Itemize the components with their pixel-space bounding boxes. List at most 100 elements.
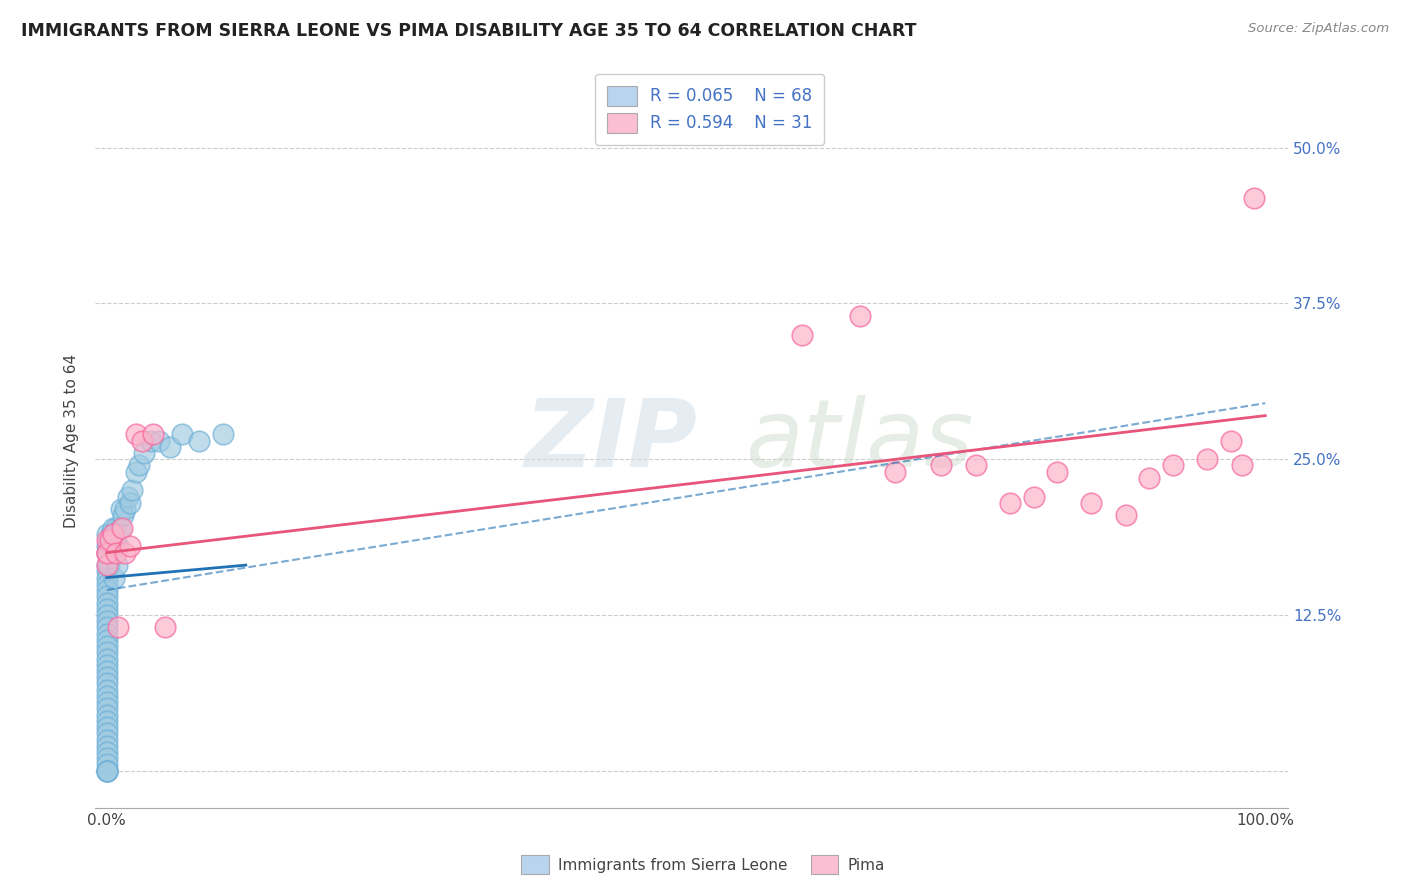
Point [96, 546, 118, 560]
Point [96, 546, 118, 560]
Point [118, 540, 141, 554]
Point [96, 732, 118, 747]
Point [96, 751, 118, 765]
Text: atlas: atlas [745, 395, 974, 486]
Point [96, 546, 118, 560]
Point [125, 465, 148, 479]
Point [114, 502, 136, 516]
Point [96, 720, 118, 734]
Point [107, 540, 129, 554]
Point [107, 620, 129, 634]
Point [111, 521, 134, 535]
Point [1046, 465, 1069, 479]
Point [96, 670, 118, 684]
Point [1115, 508, 1137, 523]
Point [96, 558, 118, 573]
Point [1022, 490, 1045, 504]
Point [96, 764, 118, 778]
Point [849, 309, 872, 323]
Point [131, 434, 153, 448]
Point [96, 695, 118, 709]
Point [96, 614, 118, 628]
Point [139, 434, 162, 448]
Point [114, 546, 136, 560]
Point [104, 533, 127, 548]
Point [125, 427, 148, 442]
Point [96, 651, 118, 665]
Point [1161, 458, 1184, 473]
Point [148, 434, 170, 448]
Point [103, 571, 125, 585]
Point [96, 757, 118, 772]
Point [96, 601, 118, 615]
Point [96, 582, 118, 597]
Point [101, 527, 124, 541]
Point [142, 427, 165, 442]
Point [965, 458, 987, 473]
Point [98, 533, 121, 548]
Point [159, 440, 181, 454]
Point [96, 558, 118, 573]
Point [96, 565, 118, 579]
Point [111, 508, 134, 523]
Point [96, 764, 118, 778]
Point [96, 607, 118, 622]
Point [96, 726, 118, 740]
Point [96, 707, 118, 722]
Point [110, 502, 132, 516]
Point [96, 745, 118, 759]
Point [98, 552, 121, 566]
Point [117, 490, 139, 504]
Point [128, 458, 150, 473]
Point [96, 595, 118, 609]
Point [790, 327, 813, 342]
Point [883, 465, 905, 479]
Point [108, 521, 131, 535]
Point [96, 676, 118, 690]
Point [96, 626, 118, 640]
Point [1080, 496, 1102, 510]
Point [121, 483, 143, 498]
Point [1197, 452, 1219, 467]
Point [96, 533, 118, 548]
Legend: R = 0.065    N = 68, R = 0.594    N = 31: R = 0.065 N = 68, R = 0.594 N = 31 [595, 74, 824, 145]
Point [100, 527, 122, 541]
Point [96, 589, 118, 603]
Point [96, 527, 118, 541]
Point [96, 540, 118, 554]
Point [96, 714, 118, 728]
Point [96, 682, 118, 697]
Point [98, 546, 121, 560]
Point [188, 434, 211, 448]
Point [1139, 471, 1161, 485]
Y-axis label: Disability Age 35 to 64: Disability Age 35 to 64 [65, 353, 79, 527]
Point [96, 701, 118, 715]
Point [100, 540, 122, 554]
Point [105, 521, 128, 535]
Point [929, 458, 952, 473]
Point [96, 739, 118, 753]
Point [211, 427, 233, 442]
Point [96, 576, 118, 591]
Legend: Immigrants from Sierra Leone, Pima: Immigrants from Sierra Leone, Pima [516, 849, 890, 880]
Point [96, 632, 118, 647]
Point [105, 546, 128, 560]
Point [96, 639, 118, 653]
Point [98, 533, 121, 548]
Point [1230, 458, 1253, 473]
Point [96, 645, 118, 659]
Point [118, 496, 141, 510]
Point [1243, 190, 1265, 204]
Point [101, 521, 124, 535]
Point [96, 764, 118, 778]
Text: IMMIGRANTS FROM SIERRA LEONE VS PIMA DISABILITY AGE 35 TO 64 CORRELATION CHART: IMMIGRANTS FROM SIERRA LEONE VS PIMA DIS… [21, 22, 917, 40]
Point [170, 427, 193, 442]
Point [105, 558, 128, 573]
Point [96, 571, 118, 585]
Point [1219, 434, 1241, 448]
Point [96, 664, 118, 678]
Text: ZIP: ZIP [524, 394, 697, 486]
Point [1000, 496, 1022, 510]
Point [96, 657, 118, 672]
Text: Source: ZipAtlas.com: Source: ZipAtlas.com [1249, 22, 1389, 36]
